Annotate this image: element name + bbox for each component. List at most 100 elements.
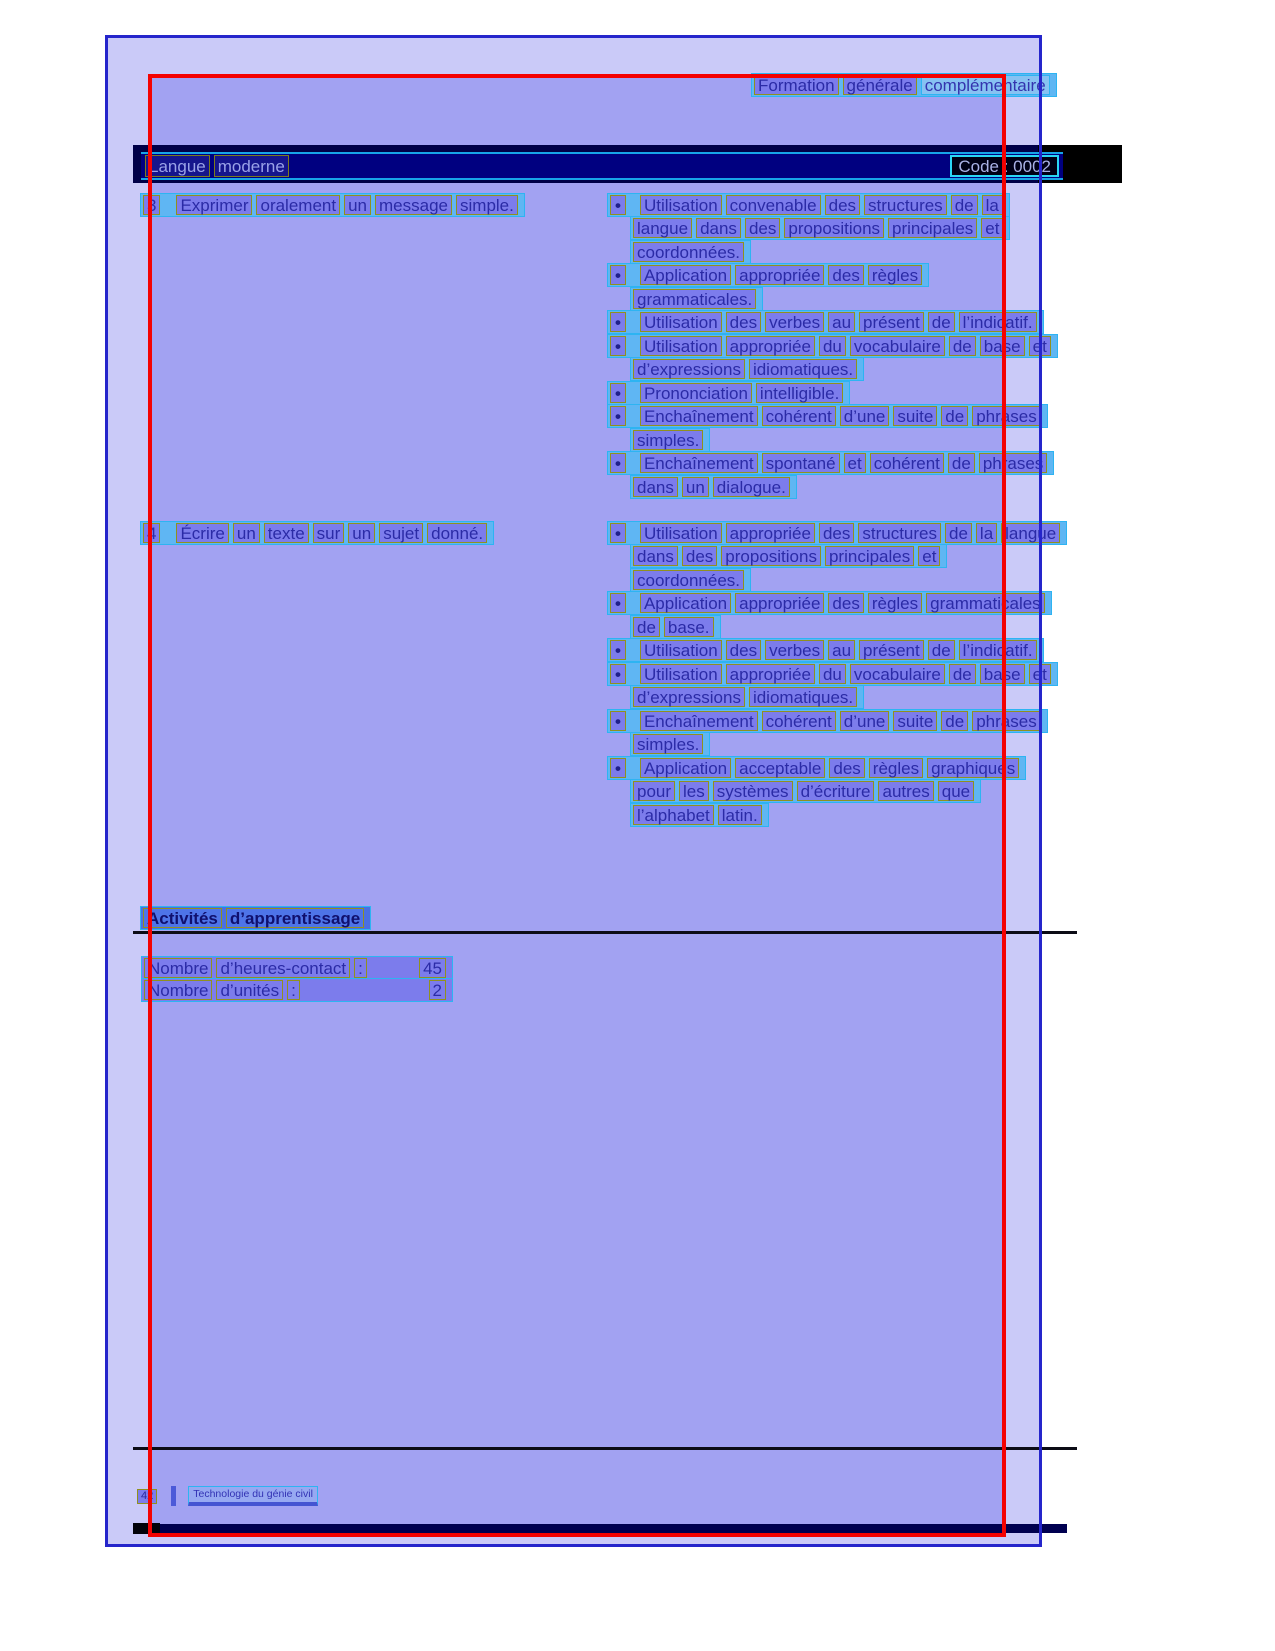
ocr-word: d’apprentissage bbox=[225, 908, 365, 928]
objective-3-criterion-line: simples. bbox=[630, 428, 711, 452]
ocr-word: présent bbox=[859, 312, 924, 332]
ocr-word: grammaticales. bbox=[633, 289, 757, 309]
ocr-word: phrases bbox=[972, 711, 1041, 731]
ocr-word: d’une bbox=[839, 406, 890, 426]
ocr-word: cohérent bbox=[869, 453, 944, 473]
ocr-word: et bbox=[1028, 664, 1051, 684]
ocr-word: Utilisation bbox=[639, 336, 722, 356]
ocr-word: Utilisation bbox=[639, 312, 722, 332]
ocr-word: structures bbox=[864, 195, 947, 215]
bullet-icon: • bbox=[610, 593, 626, 613]
units-line: Nombre d’unités: 2 bbox=[141, 978, 453, 1002]
ocr-word: de bbox=[948, 336, 976, 356]
ocr-word: appropriée bbox=[735, 593, 825, 613]
ocr-word: de bbox=[941, 711, 969, 731]
ocr-word: dans bbox=[696, 218, 741, 238]
ocr-word: du bbox=[818, 664, 846, 684]
bullet-icon: • bbox=[610, 265, 626, 285]
ocr-word: pour bbox=[633, 781, 676, 801]
page-bottom-strip-cap bbox=[133, 1523, 160, 1534]
ocr-word: : bbox=[287, 980, 300, 1000]
objective-3-criterion-line: coordonnées. bbox=[630, 240, 752, 264]
ocr-word: Application bbox=[639, 593, 732, 613]
ocr-word: des bbox=[818, 523, 855, 543]
ocr-word: simples. bbox=[633, 430, 704, 450]
ocr-word: Utilisation bbox=[639, 640, 722, 660]
ocr-word: propositions bbox=[721, 546, 821, 566]
ocr-word: l’indicatif. bbox=[958, 312, 1037, 332]
ocr-word: : bbox=[354, 958, 367, 978]
ocr-word: la bbox=[981, 195, 1003, 215]
ocr-word: cohérent bbox=[761, 406, 836, 426]
ocr-word: l’alphabet bbox=[633, 805, 714, 825]
objective-3-criterion-line: • Application appropriée des règles bbox=[607, 263, 930, 287]
ocr-word: simple. bbox=[456, 195, 518, 215]
ocr-word: oralement bbox=[256, 195, 341, 215]
ocr-word: sujet bbox=[379, 523, 424, 543]
ocr-word: les bbox=[679, 781, 709, 801]
ocr-word: un bbox=[681, 477, 709, 497]
ocr-word: des bbox=[681, 546, 718, 566]
objective-4-criterion-line: • Application acceptable des règles graphique… bbox=[607, 756, 1027, 780]
ocr-word: 3 bbox=[143, 195, 161, 215]
ocr-word: dans bbox=[633, 477, 678, 497]
ocr-word: vocabulaire bbox=[849, 664, 945, 684]
ocr-word: latin. bbox=[717, 805, 762, 825]
ocr-word: coordonnées. bbox=[633, 570, 745, 590]
ocr-word: au bbox=[828, 640, 856, 660]
ocr-word: Exprimer bbox=[176, 195, 253, 215]
ocr-word: des bbox=[744, 218, 781, 238]
ocr-word: de bbox=[941, 406, 969, 426]
ocr-word: base. bbox=[663, 617, 714, 637]
activities-heading-line: Activités d’apprentissage bbox=[140, 906, 372, 930]
objective-4-criterion-line: • Enchaînement cohérent d’une suite de phrases bbox=[607, 709, 1048, 733]
bullet-icon: • bbox=[610, 523, 626, 543]
objective-4-criterion-line: • Utilisation appropriée du vocabulaire de bas… bbox=[607, 662, 1058, 686]
ocr-word: acceptable bbox=[735, 758, 826, 778]
objective-3-criterion-line: • Enchaînement spontané et cohérent de phrases bbox=[607, 451, 1055, 475]
ocr-word: d’heures-contact bbox=[216, 958, 351, 978]
page-bottom-strip bbox=[133, 1524, 1067, 1533]
ocr-word: appropriée bbox=[725, 336, 815, 356]
bullet-icon: • bbox=[610, 453, 626, 473]
ocr-word: langue bbox=[1001, 523, 1061, 543]
ocr-word: grammaticales bbox=[926, 593, 1045, 613]
ocr-word: Utilisation bbox=[639, 664, 722, 684]
ocr-word: suite bbox=[893, 406, 938, 426]
ocr-word: Code : 0002 bbox=[950, 155, 1059, 177]
ocr-word: cohérent bbox=[761, 711, 836, 731]
ocr-word: Application bbox=[639, 758, 732, 778]
objective-4-criterion-line: coordonnées. bbox=[630, 568, 752, 592]
objective-4-criterion-line: pour les systèmes d’écriture autres que bbox=[630, 779, 982, 803]
ocr-word: appropriée bbox=[735, 265, 825, 285]
ocr-word: Utilisation bbox=[639, 523, 722, 543]
ocr-word: règles bbox=[868, 758, 924, 778]
ocr-word: texte bbox=[263, 523, 309, 543]
bullet-icon: • bbox=[610, 640, 626, 660]
hours-contact-line: Nombre d’heures-contact: 45 bbox=[141, 956, 453, 980]
ocr-word: complémentaire bbox=[920, 75, 1050, 95]
bullet-icon: • bbox=[610, 758, 626, 778]
ocr-word: verbes bbox=[765, 640, 825, 660]
objective-3-criterion-line: langue dans des propositions principales et bbox=[630, 216, 1011, 240]
ocr-word: règles bbox=[867, 265, 923, 285]
ocr-word: convenable bbox=[725, 195, 821, 215]
ocr-word: dans bbox=[633, 546, 678, 566]
objective-3-criterion-line: dans un dialogue. bbox=[630, 475, 797, 499]
bullet-icon: • bbox=[610, 336, 626, 356]
ocr-word: idiomatiques. bbox=[748, 359, 858, 379]
objective-3-label-line: 3 Exprimer oralement un message simple. bbox=[140, 193, 525, 217]
line-spacer bbox=[304, 980, 429, 1000]
ocr-word: phrases bbox=[972, 406, 1041, 426]
ocr-word: Enchaînement bbox=[639, 711, 758, 731]
objective-3-criterion-line: • Utilisation des verbes au présent de l’indica… bbox=[607, 310, 1044, 334]
ocr-word: un bbox=[232, 523, 260, 543]
ocr-word: suite bbox=[893, 711, 938, 731]
ocr-word: et bbox=[981, 218, 1004, 238]
ocr-word: message bbox=[375, 195, 452, 215]
ocr-word: simples. bbox=[633, 734, 704, 754]
ocr-word: moderne bbox=[213, 155, 289, 177]
ocr-word: de bbox=[945, 523, 972, 543]
ocr-word: base bbox=[979, 336, 1025, 356]
